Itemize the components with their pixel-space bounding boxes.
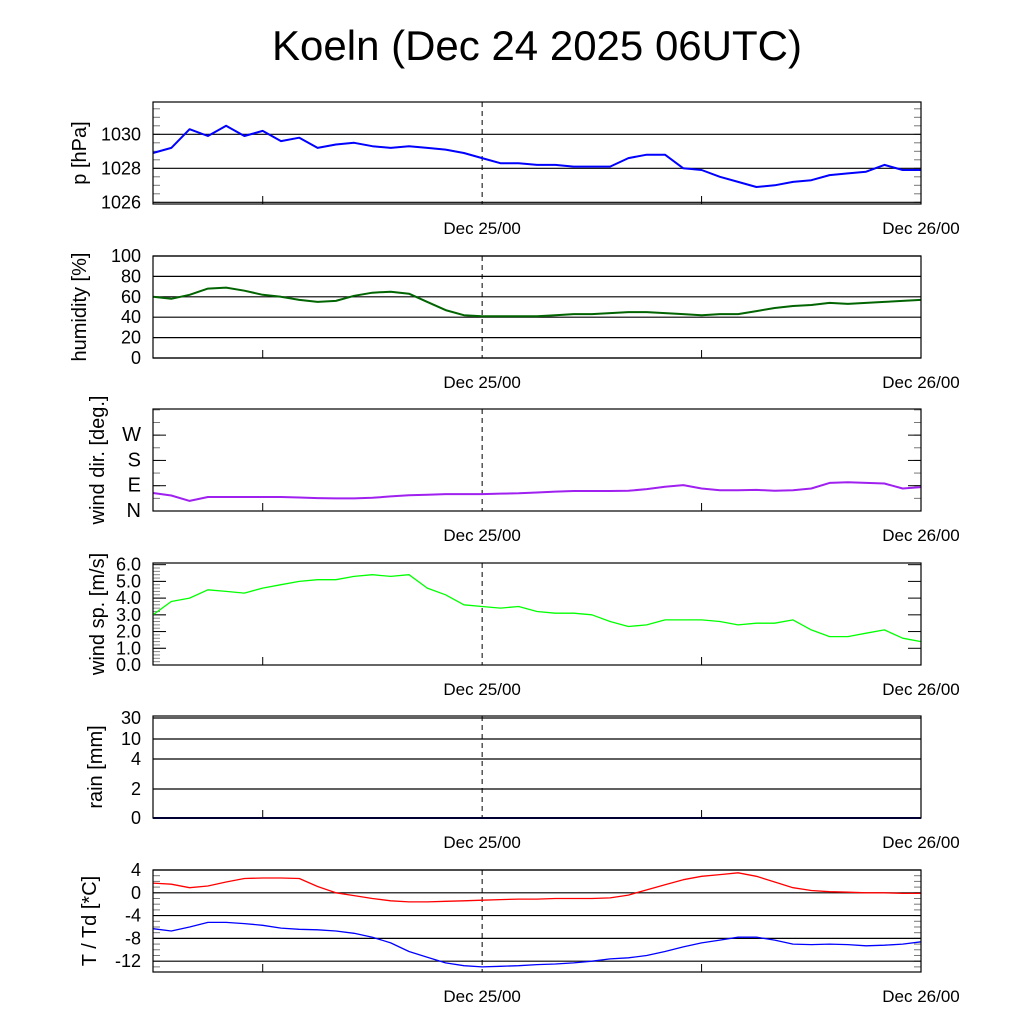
y-tick-label: 100 — [111, 246, 141, 266]
y-tick-label: -12 — [115, 951, 141, 971]
chart-title: Koeln (Dec 24 2025 06UTC) — [272, 22, 802, 69]
y-tick-label: 2 — [131, 779, 141, 799]
y-tick-label: E — [128, 475, 141, 497]
y-tick-label: N — [127, 500, 141, 522]
x-tick-label: Dec 26/00 — [882, 219, 960, 238]
y-tick-label: 4 — [131, 860, 141, 880]
plot-frame — [152, 562, 922, 666]
series-line-t — [152, 872, 921, 903]
y-tick-label: 0 — [131, 808, 141, 828]
y-tick-label: W — [122, 424, 141, 446]
y-tick-label: 40 — [121, 307, 141, 327]
y-tick-label: 1028 — [101, 158, 141, 178]
x-tick-label: Dec 25/00 — [443, 987, 521, 1006]
y-tick-label: 80 — [121, 266, 141, 286]
plot-frame — [152, 715, 922, 819]
series-line-humidity — [152, 286, 922, 318]
x-tick-label: Dec 26/00 — [882, 987, 960, 1006]
y-tick-label: 1026 — [101, 192, 141, 212]
y-tick-label: 4.0 — [116, 588, 141, 608]
plot-frame — [152, 255, 922, 359]
plot-frame — [152, 101, 922, 205]
panel-wind-speed: 0.01.02.03.04.05.06.0 wind sp. [m/s] Dec 2… — [87, 553, 960, 699]
x-tick-label: Dec 26/00 — [882, 373, 960, 392]
x-tick-label: Dec 25/00 — [443, 219, 521, 238]
y-tick-label: S — [128, 449, 141, 471]
y-tick-label: 10 — [121, 729, 141, 749]
y-tick-label: 0.0 — [116, 655, 141, 675]
y-tick-label: -4 — [125, 906, 141, 926]
y-axis-label: wind dir. [deg.] — [87, 396, 109, 526]
x-tick-label: Dec 26/00 — [882, 833, 960, 852]
y-tick-label: 30 — [121, 708, 141, 728]
x-tick-label: Dec 25/00 — [443, 526, 521, 545]
x-tick-label: Dec 26/00 — [882, 680, 960, 699]
plot-frame — [152, 869, 922, 973]
y-axis-label: p [hPa] — [69, 121, 91, 184]
plot-frame — [152, 408, 922, 512]
y-tick-label: 2.0 — [116, 622, 141, 642]
y-tick-label: -8 — [125, 928, 141, 948]
series-line-td — [152, 921, 922, 968]
panel-temperature: -12 -8-4 0 4 T / Td [*C] Dec 25/00 Dec 26/00 — [79, 860, 960, 1006]
y-tick-label: 60 — [121, 287, 141, 307]
y-tick-label: 0 — [131, 348, 141, 368]
x-tick-label: Dec 25/00 — [443, 833, 521, 852]
y-tick-label: 1.0 — [116, 638, 141, 658]
y-tick-label: 5.0 — [116, 571, 141, 591]
x-tick-label: Dec 25/00 — [443, 373, 521, 392]
y-axis-label: wind sp. [m/s] — [87, 553, 109, 676]
x-tick-label: Dec 26/00 — [882, 526, 960, 545]
y-tick-label: 20 — [121, 328, 141, 348]
y-axis-label: rain [mm] — [85, 725, 107, 808]
panel-pressure: 1026 1028 1030 p [hPa] Dec 25/00 Dec 26/00 — [69, 101, 960, 238]
x-tick-label: Dec 25/00 — [443, 680, 521, 699]
series-line-wind-speed — [152, 574, 922, 643]
y-axis-label: T / Td [*C] — [79, 876, 101, 966]
y-tick-label: 3.0 — [116, 605, 141, 625]
series-line-pressure — [152, 124, 921, 188]
series-line-wind-direction — [152, 481, 922, 502]
y-tick-label: 0 — [131, 883, 141, 903]
y-tick-label: 4 — [131, 749, 141, 769]
y-tick-label: 6.0 — [116, 555, 141, 575]
y-axis-label: humidity [%] — [69, 253, 91, 362]
y-tick-label: 1030 — [101, 124, 141, 144]
